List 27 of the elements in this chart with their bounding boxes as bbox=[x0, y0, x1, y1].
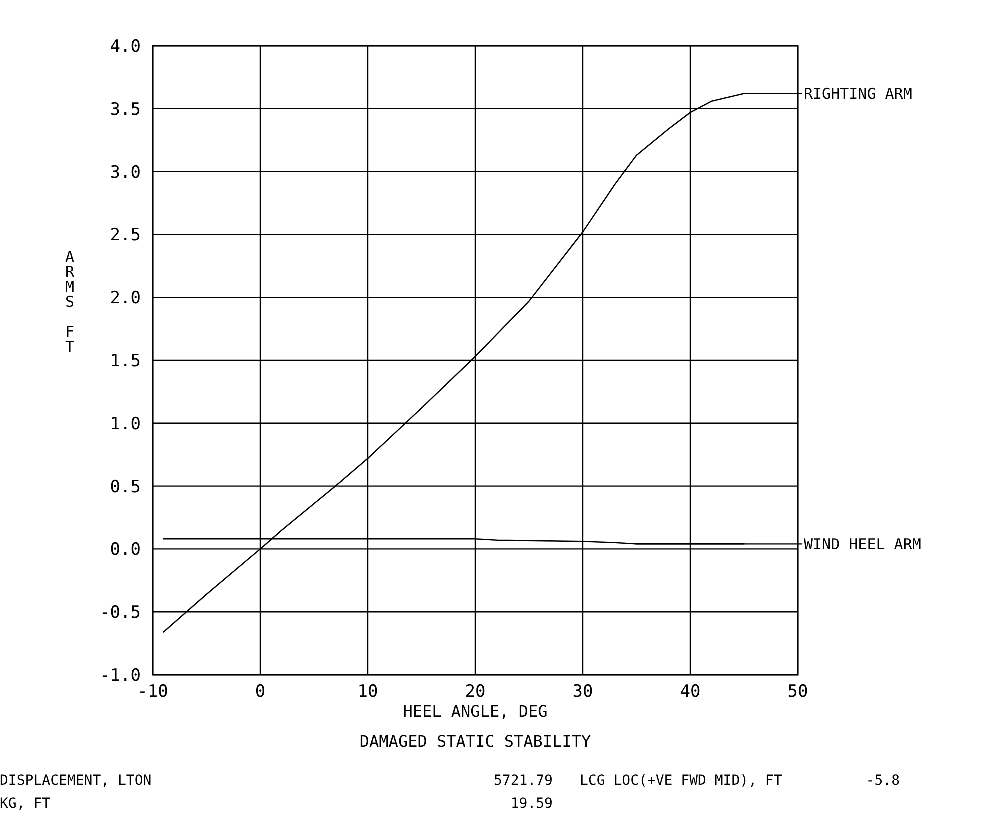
y-tick-label: 1.0 bbox=[110, 414, 141, 434]
text: 5721.79 bbox=[494, 773, 553, 789]
y-tick-label: 2.0 bbox=[110, 288, 141, 309]
y-tick-label: 0.0 bbox=[110, 540, 141, 560]
text: -5.8 bbox=[866, 773, 900, 789]
text: 19.59 bbox=[510, 796, 553, 812]
text: DISPLACEMENT, LTON bbox=[0, 773, 152, 789]
legend-label: WIND HEEL ARM bbox=[804, 535, 922, 554]
x-tick-label: 10 bbox=[358, 682, 378, 702]
y-tick-label: 0.5 bbox=[110, 477, 141, 498]
x-tick-label: 30 bbox=[572, 682, 594, 702]
y-axis-title: ARMS FT bbox=[65, 248, 76, 356]
text: KG, FT bbox=[0, 796, 52, 812]
x-tick-label: 50 bbox=[788, 682, 808, 702]
y-tick-label: 3.0 bbox=[110, 162, 141, 183]
legend-label: RIGHTING ARM bbox=[804, 85, 912, 104]
x-tick-label: 20 bbox=[465, 682, 486, 702]
x-axis-title: HEEL ANGLE, DEG bbox=[403, 702, 548, 721]
text: DAMAGED STATIC STABILITY bbox=[360, 732, 592, 751]
y-tick-label: -0.5 bbox=[100, 603, 141, 624]
y-tick-label: 3.5 bbox=[110, 100, 141, 120]
y-tick-label: 2.5 bbox=[110, 226, 141, 246]
y-tick-label: 1.5 bbox=[110, 351, 141, 372]
x-tick-label: 40 bbox=[680, 682, 701, 702]
x-tick-label: 0 bbox=[255, 682, 266, 702]
y-tick-label: 4.0 bbox=[110, 36, 141, 57]
text: LCG LOC(+VE FWD MID), FT bbox=[580, 773, 783, 789]
